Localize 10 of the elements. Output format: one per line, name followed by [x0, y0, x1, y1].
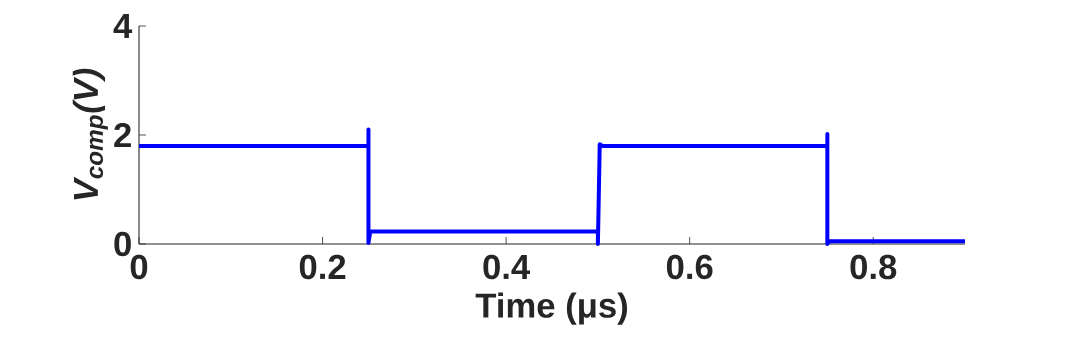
- x-tick-label: 0.8: [850, 254, 897, 280]
- y-tick-label: 2: [114, 122, 131, 148]
- y-axis-title: V$_{comp}$(V): [72, 68, 108, 200]
- x-tick-label: 0.6: [666, 254, 713, 280]
- y-tick-label: 0: [114, 231, 131, 257]
- x-tick-label: 0.2: [299, 254, 346, 280]
- x-tick-label: 0: [130, 254, 148, 280]
- y-tick-label: 4: [113, 14, 133, 38]
- x-axis-title: Time (μs): [475, 292, 628, 325]
- x-tick-label: 0.4: [483, 254, 531, 280]
